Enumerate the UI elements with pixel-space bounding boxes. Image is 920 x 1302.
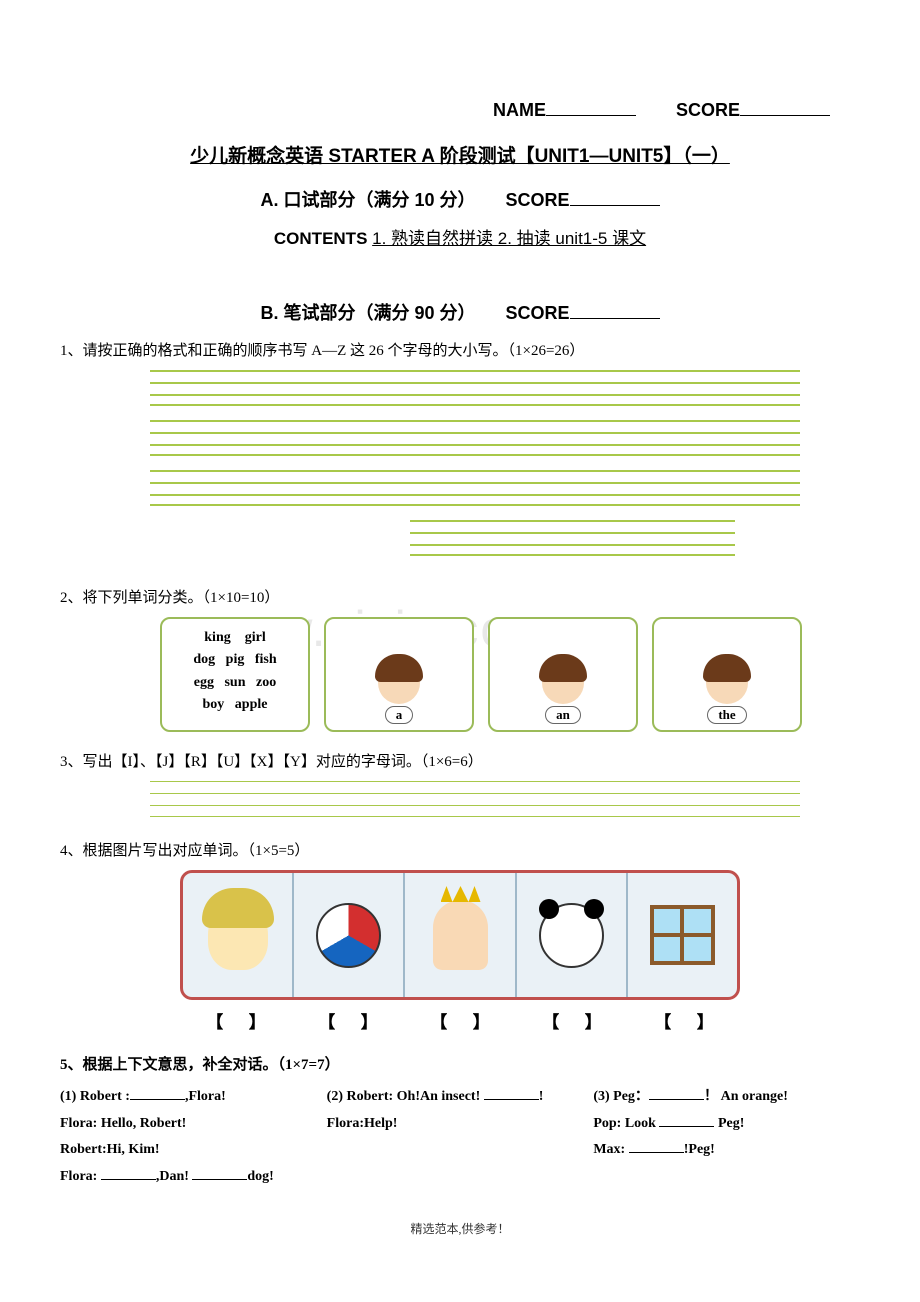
section-a-label: A. 口试部分（满分 10 分）	[260, 190, 475, 210]
question-3: 3、写出【I】、【J】【R】【U】【X】【Y】对应的字母词。（1×6=6）	[60, 750, 860, 771]
header-row: NAME SCORE	[60, 100, 860, 121]
pic-cell-panda	[517, 873, 628, 997]
card-a[interactable]: a	[324, 617, 474, 732]
fill-blank[interactable]	[629, 1141, 684, 1153]
question-2: 2、将下列单词分类。（1×10=10）	[60, 586, 860, 607]
answer-brackets-row[interactable]: 【 】 【 】 【 】 【 】 【 】	[180, 1008, 740, 1033]
picture-strip	[180, 870, 740, 1000]
pic-cell-window	[628, 873, 737, 997]
ball-icon	[316, 903, 381, 968]
fill-blank[interactable]	[101, 1168, 156, 1180]
section-b-score-label: SCORE	[506, 303, 570, 323]
contents-row: CONTENTS 1. 熟读自然拼读 2. 抽读 unit1-5 课文	[60, 224, 860, 249]
word-line: egg sun zoo	[194, 672, 276, 694]
card-the[interactable]: the	[652, 617, 802, 732]
girl-icon	[208, 900, 268, 970]
word-list-card: king girl dog pig fish egg sun zoo boy a…	[160, 617, 310, 732]
pic-cell-queen	[405, 873, 516, 997]
contents-body: 1. 熟读自然拼读 2. 抽读 unit1-5 课文	[372, 229, 646, 248]
bracket-slot[interactable]: 【 】	[180, 1008, 292, 1033]
writing-lines-q3[interactable]	[150, 781, 800, 817]
line-group-short	[410, 520, 735, 556]
dialog-col-3: (3) Peg：！ An orange! Pop: Look Peg! Max:…	[593, 1084, 860, 1190]
dialog-col-1: (1) Robert :,Flora! Flora: Hello, Robert…	[60, 1084, 327, 1190]
queen-icon	[433, 900, 488, 970]
main-title: 少儿新概念英语 STARTER A 阶段测试【UNIT1—UNIT5】（一）	[60, 141, 860, 168]
contents-prefix: CONTENTS	[274, 229, 368, 248]
card-an-label: an	[545, 706, 581, 724]
name-blank[interactable]	[546, 102, 636, 116]
bracket-slot[interactable]: 【 】	[516, 1008, 628, 1033]
question-4: 4、根据图片写出对应单词。（1×5=5）	[60, 839, 860, 860]
fill-blank[interactable]	[649, 1088, 704, 1100]
child-face-icon	[542, 662, 584, 704]
footer-text: 精选范本,供参考！	[60, 1220, 860, 1237]
child-face-icon	[378, 662, 420, 704]
question-1: 1、请按正确的格式和正确的顺序书写 A—Z 这 26 个字母的大小写。（1×26…	[60, 339, 860, 360]
section-b-row: B. 笔试部分（满分 90 分） SCORE	[60, 299, 860, 325]
line-group	[150, 370, 800, 406]
section-a-score-label: SCORE	[506, 190, 570, 210]
section-a-row: A. 口试部分（满分 10 分） SCORE	[60, 186, 860, 212]
word-line: boy apple	[203, 694, 268, 716]
window-icon	[650, 905, 715, 965]
score-label: SCORE	[676, 100, 740, 120]
pic-cell-girl	[183, 873, 294, 997]
name-label: NAME	[493, 100, 546, 120]
writing-lines-q1[interactable]	[150, 370, 800, 556]
card-a-label: a	[385, 706, 414, 724]
word-line: king girl	[204, 627, 265, 649]
pic-cell-ball	[294, 873, 405, 997]
fill-blank[interactable]	[484, 1088, 539, 1100]
card-an[interactable]: an	[488, 617, 638, 732]
score-blank[interactable]	[740, 102, 830, 116]
bracket-slot[interactable]: 【 】	[404, 1008, 516, 1033]
word-line: dog pig fish	[193, 649, 276, 671]
fill-blank[interactable]	[130, 1088, 185, 1100]
question-5: 5、根据上下文意思，补全对话。（1×7=7）	[60, 1053, 860, 1074]
fill-blank[interactable]	[659, 1115, 714, 1127]
panda-icon	[539, 903, 604, 968]
line-group	[150, 420, 800, 456]
bracket-slot[interactable]: 【 】	[628, 1008, 740, 1033]
dialog-row: (1) Robert :,Flora! Flora: Hello, Robert…	[60, 1084, 860, 1190]
dialog-col-2: (2) Robert: Oh!An insect! ! Flora:Help!	[327, 1084, 594, 1190]
line-group	[150, 470, 800, 506]
q2-cards-row: king girl dog pig fish egg sun zoo boy a…	[160, 617, 860, 732]
section-a-score-blank[interactable]	[570, 192, 660, 206]
card-the-label: the	[707, 706, 746, 724]
bracket-slot[interactable]: 【 】	[292, 1008, 404, 1033]
section-b-label: B. 笔试部分（满分 90 分）	[260, 303, 475, 323]
fill-blank[interactable]	[192, 1168, 247, 1180]
section-b-score-blank[interactable]	[570, 305, 660, 319]
child-face-icon	[706, 662, 748, 704]
